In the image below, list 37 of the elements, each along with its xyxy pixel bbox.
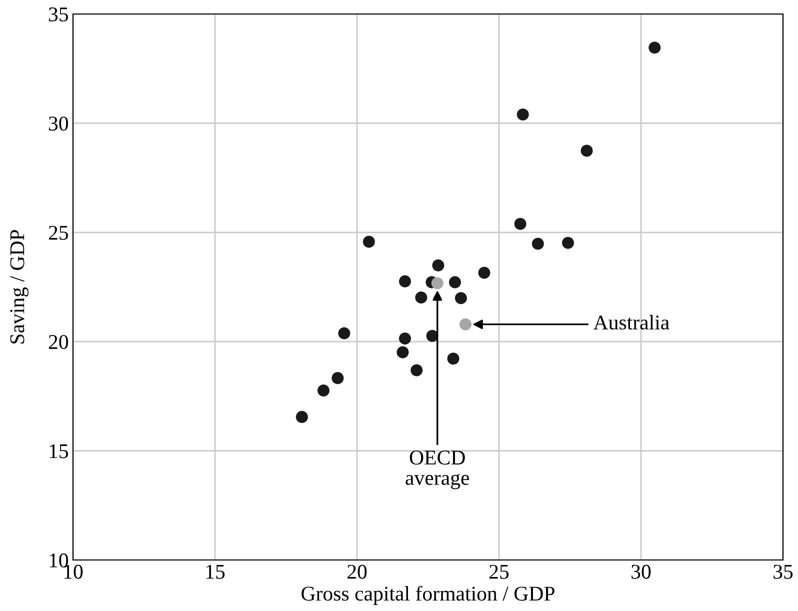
x-tick-label: 30 [632, 564, 651, 579]
point [448, 276, 461, 288]
point [296, 410, 308, 423]
annotation: OECD average [406, 450, 470, 490]
point [415, 291, 428, 304]
y-tick-label: 35 [48, 7, 68, 22]
point [362, 236, 375, 248]
point [516, 108, 529, 120]
point [562, 236, 574, 249]
x-tick-label: 20 [348, 564, 367, 579]
point [398, 332, 412, 345]
point [396, 346, 409, 358]
point [332, 372, 344, 384]
x-tick-label: 15 [206, 564, 225, 579]
y-axis-title: Saving / GDP [10, 230, 29, 344]
point [432, 259, 444, 272]
point [338, 327, 350, 340]
point [410, 364, 423, 376]
x-axis-title: Gross capital formation / GDP [302, 586, 554, 605]
y-tick-label: 25 [48, 226, 68, 240]
y-tick-label: 15 [50, 444, 68, 458]
x-tick-label: 25 [490, 564, 509, 579]
x-tick-label: 35 [774, 564, 793, 579]
point [447, 352, 460, 365]
point [532, 238, 544, 250]
y-tick-label: 20 [48, 334, 68, 350]
point [317, 384, 330, 397]
point [514, 218, 526, 230]
annotation: Australia [593, 314, 670, 330]
y-tick-label: 30 [48, 116, 68, 131]
point [459, 318, 472, 330]
point [398, 275, 412, 288]
point [580, 144, 593, 157]
point [478, 266, 490, 279]
point [454, 292, 467, 304]
point [431, 277, 444, 290]
point [648, 42, 661, 54]
